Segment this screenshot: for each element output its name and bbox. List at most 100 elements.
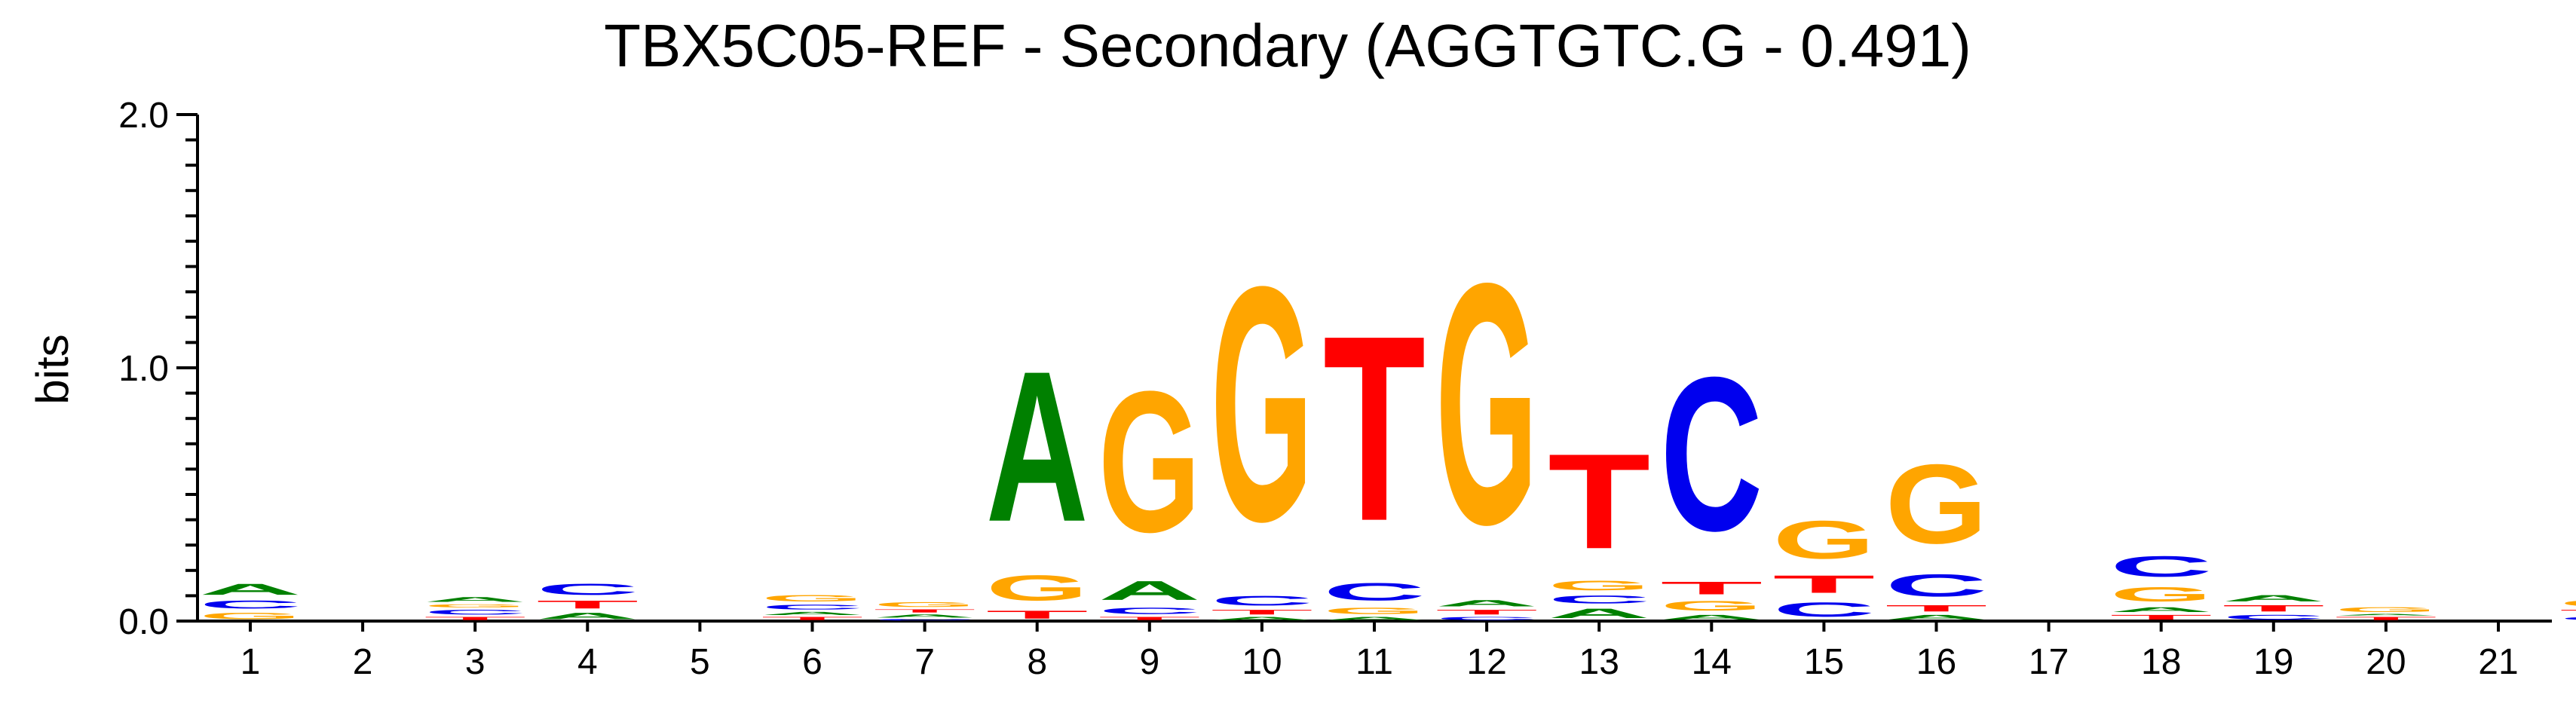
logo-letter-T: T <box>2335 616 2437 621</box>
logo-letter-A: A <box>986 327 1089 568</box>
svg-text:G: G <box>2110 583 2213 606</box>
svg-text:G: G <box>424 603 526 608</box>
x-tick-label: 17 <box>2029 642 2069 682</box>
x-tick-label: 7 <box>914 642 935 682</box>
logo-letter-A: A <box>199 580 302 598</box>
svg-text:A: A <box>2335 614 2437 616</box>
svg-text:A: A <box>199 580 302 598</box>
svg-text:G: G <box>1772 510 1875 570</box>
svg-text:T: T <box>874 608 976 614</box>
logo-letter-A: A <box>761 611 864 617</box>
svg-text:T: T <box>1772 571 1875 598</box>
logo-letter-A: A <box>1211 616 1313 621</box>
svg-text:C: C <box>1211 593 1313 608</box>
svg-text:T: T <box>1211 608 1313 616</box>
logo-letter-G: G <box>2559 598 2576 608</box>
svg-text:A: A <box>1323 616 1426 621</box>
logo-letter-C: C <box>1435 616 1538 621</box>
x-tick-label: 20 <box>2366 642 2406 682</box>
svg-text:C: C <box>1435 616 1538 621</box>
x-tick-label: 6 <box>802 642 822 682</box>
logo-letter-C: C <box>1098 606 1201 616</box>
svg-text:G: G <box>2559 598 2576 608</box>
svg-text:A: A <box>536 611 639 621</box>
svg-text:A: A <box>2222 593 2325 603</box>
logo-letter-G: G <box>1548 578 1650 593</box>
x-tick-label: 1 <box>240 642 261 682</box>
svg-text:C: C <box>2559 616 2576 621</box>
logo-letter-C: C <box>874 619 976 621</box>
svg-text:C: C <box>2110 550 2213 583</box>
logo-letter-A: A <box>2110 606 2213 614</box>
svg-text:A: A <box>424 595 526 603</box>
logo-letter-C: C <box>1323 578 1426 606</box>
svg-text:G: G <box>1211 217 1313 591</box>
logo-letter-T: T <box>1435 608 1538 616</box>
logo-letter-T: T <box>424 616 526 621</box>
logo-letter-A: A <box>2335 614 2437 616</box>
svg-text:C: C <box>761 603 864 611</box>
logo-letter-G: G <box>1772 510 1875 570</box>
svg-text:T: T <box>424 616 526 621</box>
logo-letter-C: C <box>536 580 639 598</box>
logo-letter-T: T <box>874 608 976 614</box>
x-tick-label: 14 <box>1692 642 1732 682</box>
logo-letter-A: A <box>1660 614 1763 621</box>
svg-text:T: T <box>1660 578 1763 598</box>
logo-letter-T: T <box>2222 603 2325 613</box>
logo-letter-G: G <box>1435 212 1538 596</box>
logo-letter-G: G <box>424 603 526 608</box>
svg-text:C: C <box>2222 614 2325 621</box>
logo-letter-T: T <box>986 608 1089 621</box>
svg-text:T: T <box>2335 616 2437 621</box>
logo-letter-C: C <box>1885 568 1988 603</box>
svg-text:T: T <box>2110 614 2213 621</box>
logo-letter-T: T <box>536 598 639 611</box>
svg-text:T: T <box>2559 608 2576 616</box>
logo-letter-T: T <box>1098 616 1201 621</box>
x-tick-label: 13 <box>1579 642 1619 682</box>
svg-text:A: A <box>761 611 864 617</box>
logo-letter-C: C <box>2559 616 2576 621</box>
x-tick-label: 16 <box>1916 642 1956 682</box>
svg-text:T: T <box>1548 426 1650 577</box>
x-tick-label: 15 <box>1804 642 1844 682</box>
logo-stacks: GCATCGAATCTACGCATGTGATCAGATCGAGCTCTAGACG… <box>199 212 2576 621</box>
logo-letter-A: A <box>536 611 639 621</box>
svg-text:G: G <box>1098 349 1201 574</box>
logo-letter-A: A <box>1885 614 1988 621</box>
logo-letter-C: C <box>761 603 864 611</box>
svg-text:A: A <box>874 614 976 619</box>
logo-letter-A: A <box>1098 575 1201 605</box>
logo-letter-T: T <box>761 616 864 621</box>
logo-letter-G: G <box>199 611 302 621</box>
logo-letter-T: T <box>1323 281 1426 577</box>
logo-letter-C: C <box>1660 331 1763 576</box>
svg-text:G: G <box>199 611 302 621</box>
x-tick-label: 19 <box>2253 642 2293 682</box>
svg-text:G: G <box>874 601 976 608</box>
svg-text:A: A <box>1435 598 1538 608</box>
svg-text:C: C <box>536 580 639 598</box>
logo-letter-C: C <box>2110 550 2213 583</box>
logo-letter-C: C <box>2222 614 2325 621</box>
svg-text:T: T <box>761 616 864 621</box>
svg-text:T: T <box>1098 616 1201 621</box>
logo-letter-C: C <box>1211 593 1313 608</box>
logo-letter-G: G <box>874 601 976 608</box>
y-tick-label: 0.0 <box>118 602 169 642</box>
logo-letter-G: G <box>1885 441 1988 568</box>
svg-text:T: T <box>1885 603 1988 613</box>
svg-text:C: C <box>874 619 976 621</box>
logo-letter-T: T <box>1211 608 1313 616</box>
x-axis: 1234567891011121314151617181920212223 <box>198 620 2552 682</box>
svg-text:C: C <box>1548 593 1650 606</box>
logo-letter-G: G <box>2110 583 2213 606</box>
x-tick-label: 9 <box>1139 642 1159 682</box>
logo-letter-G: G <box>2335 606 2437 614</box>
svg-text:G: G <box>986 568 1089 609</box>
logo-letter-A: A <box>1323 616 1426 621</box>
x-tick-label: 21 <box>2478 642 2518 682</box>
logo-letter-T: T <box>2559 608 2576 616</box>
